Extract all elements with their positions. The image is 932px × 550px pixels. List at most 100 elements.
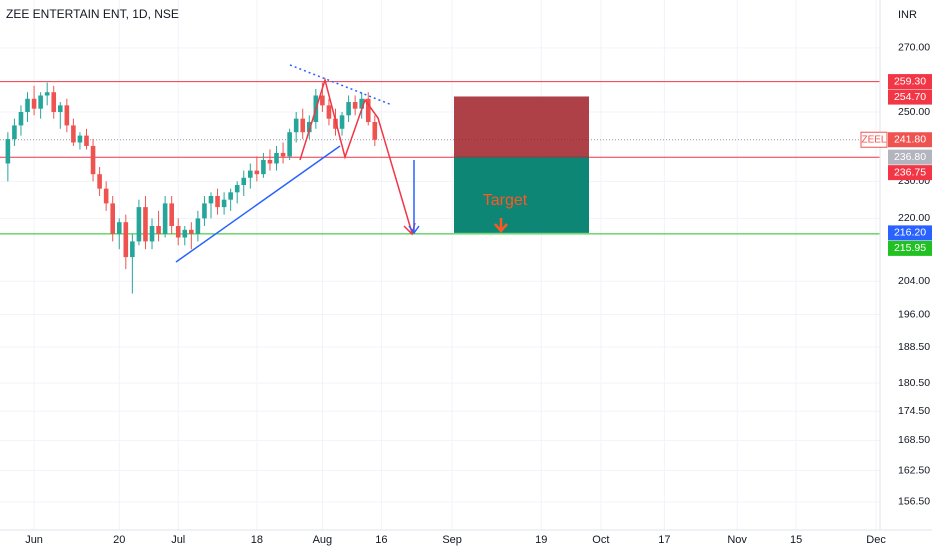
price-label-bg	[888, 165, 932, 181]
candle-body	[90, 145, 96, 175]
candle-body	[234, 185, 240, 193]
candle-body	[18, 111, 24, 126]
candle-body	[143, 207, 148, 242]
candle-body	[25, 98, 30, 112]
price-label-bg	[888, 225, 932, 241]
price-label-bg	[888, 132, 932, 148]
price-label-bg	[888, 240, 932, 256]
candle-body	[162, 203, 168, 234]
annotation: Target	[483, 192, 528, 209]
candle-body	[372, 122, 378, 140]
y-tick-label: 180.50	[898, 377, 930, 389]
candle-body	[365, 98, 371, 123]
x-tick-label: Oct	[592, 534, 609, 546]
candle-body	[169, 203, 174, 226]
candle-body	[38, 95, 43, 109]
pattern-path	[299, 77, 413, 234]
candles	[5, 82, 378, 294]
y-tick-label: 220.00	[898, 212, 930, 224]
candle-body	[51, 92, 57, 112]
candle-body	[333, 118, 338, 129]
candle-body	[77, 135, 83, 143]
y-tick-label: 156.50	[898, 496, 930, 508]
candle-body	[241, 177, 247, 186]
price-label: 236.80	[894, 151, 926, 163]
candle-body	[280, 152, 286, 157]
candle-body	[103, 188, 109, 204]
candle-body	[306, 122, 312, 133]
candle-body	[195, 218, 201, 234]
candle-body	[44, 92, 50, 96]
candle-body	[156, 225, 161, 234]
candle-body	[208, 195, 214, 204]
x-tick-label: Dec	[866, 534, 886, 546]
candle-body	[215, 195, 220, 208]
target-mark	[494, 223, 508, 233]
candle-body	[84, 135, 89, 146]
price-label-bg	[888, 74, 932, 90]
x-tick-label: 16	[375, 534, 387, 546]
candle-body	[64, 105, 70, 126]
y-tick-label: 204.00	[898, 275, 930, 287]
price-label: 241.80	[894, 134, 926, 146]
x-tick-label: Jul	[171, 534, 185, 546]
candle-body	[149, 225, 155, 242]
x-tick-label: Nov	[727, 534, 747, 546]
candle-body	[359, 98, 364, 109]
candle-body	[320, 95, 325, 106]
candle-body	[352, 102, 358, 109]
x-tick-label: 19	[535, 534, 547, 546]
candle-body	[57, 105, 63, 112]
target-zone	[454, 157, 589, 233]
candle-body	[228, 192, 233, 200]
y-tick-label: 168.50	[898, 434, 930, 446]
x-tick-label: Aug	[313, 534, 333, 546]
y-tick-label: 174.50	[898, 405, 930, 417]
candle-body	[130, 241, 135, 258]
arrow-head	[408, 225, 420, 235]
candle-body	[136, 207, 142, 242]
candle-body	[202, 203, 207, 219]
price-label: 216.20	[894, 227, 926, 239]
x-tick-label: Jun	[25, 534, 43, 546]
stop-zone	[454, 96, 589, 158]
candle-body	[254, 170, 260, 175]
currency: INR	[898, 9, 917, 21]
symbol-label-bg	[860, 131, 888, 148]
candle-body	[339, 115, 345, 129]
candle-body	[12, 125, 17, 140]
candle-body	[110, 203, 116, 234]
candle-body	[326, 105, 332, 119]
grid	[0, 0, 880, 530]
candle-body	[274, 152, 279, 164]
candle-body	[31, 98, 37, 109]
x-tick-label: 15	[790, 534, 802, 546]
price-label: 236.75	[894, 166, 926, 178]
candle-body	[248, 170, 253, 178]
candle-body	[123, 222, 129, 258]
y-tick-label: 196.00	[898, 308, 930, 320]
y-tick-label: 270.00	[898, 42, 930, 54]
x-tick-label: 18	[251, 534, 263, 546]
price-label: 254.70	[894, 91, 926, 103]
candle-body	[261, 159, 266, 175]
chart-title: ZEE ENTERTAIN ENT, 1D, NSE	[6, 7, 179, 21]
drawings	[175, 64, 508, 263]
price-label-bg	[888, 89, 932, 105]
candle-body	[97, 174, 102, 189]
candle-body	[71, 125, 76, 143]
candle-body	[293, 118, 299, 133]
candle-body	[221, 199, 227, 208]
symbol-label: ZEEL	[861, 134, 886, 145]
candle-body	[5, 139, 11, 164]
candle-body	[175, 225, 181, 238]
levels	[0, 81, 880, 235]
x-tick-label: 17	[658, 534, 670, 546]
candle-body	[300, 118, 306, 133]
candle-body	[116, 222, 122, 234]
x-tick-label: 20	[113, 534, 125, 546]
position-box	[454, 96, 589, 233]
candle-body	[287, 132, 292, 157]
candle-body	[189, 229, 194, 234]
